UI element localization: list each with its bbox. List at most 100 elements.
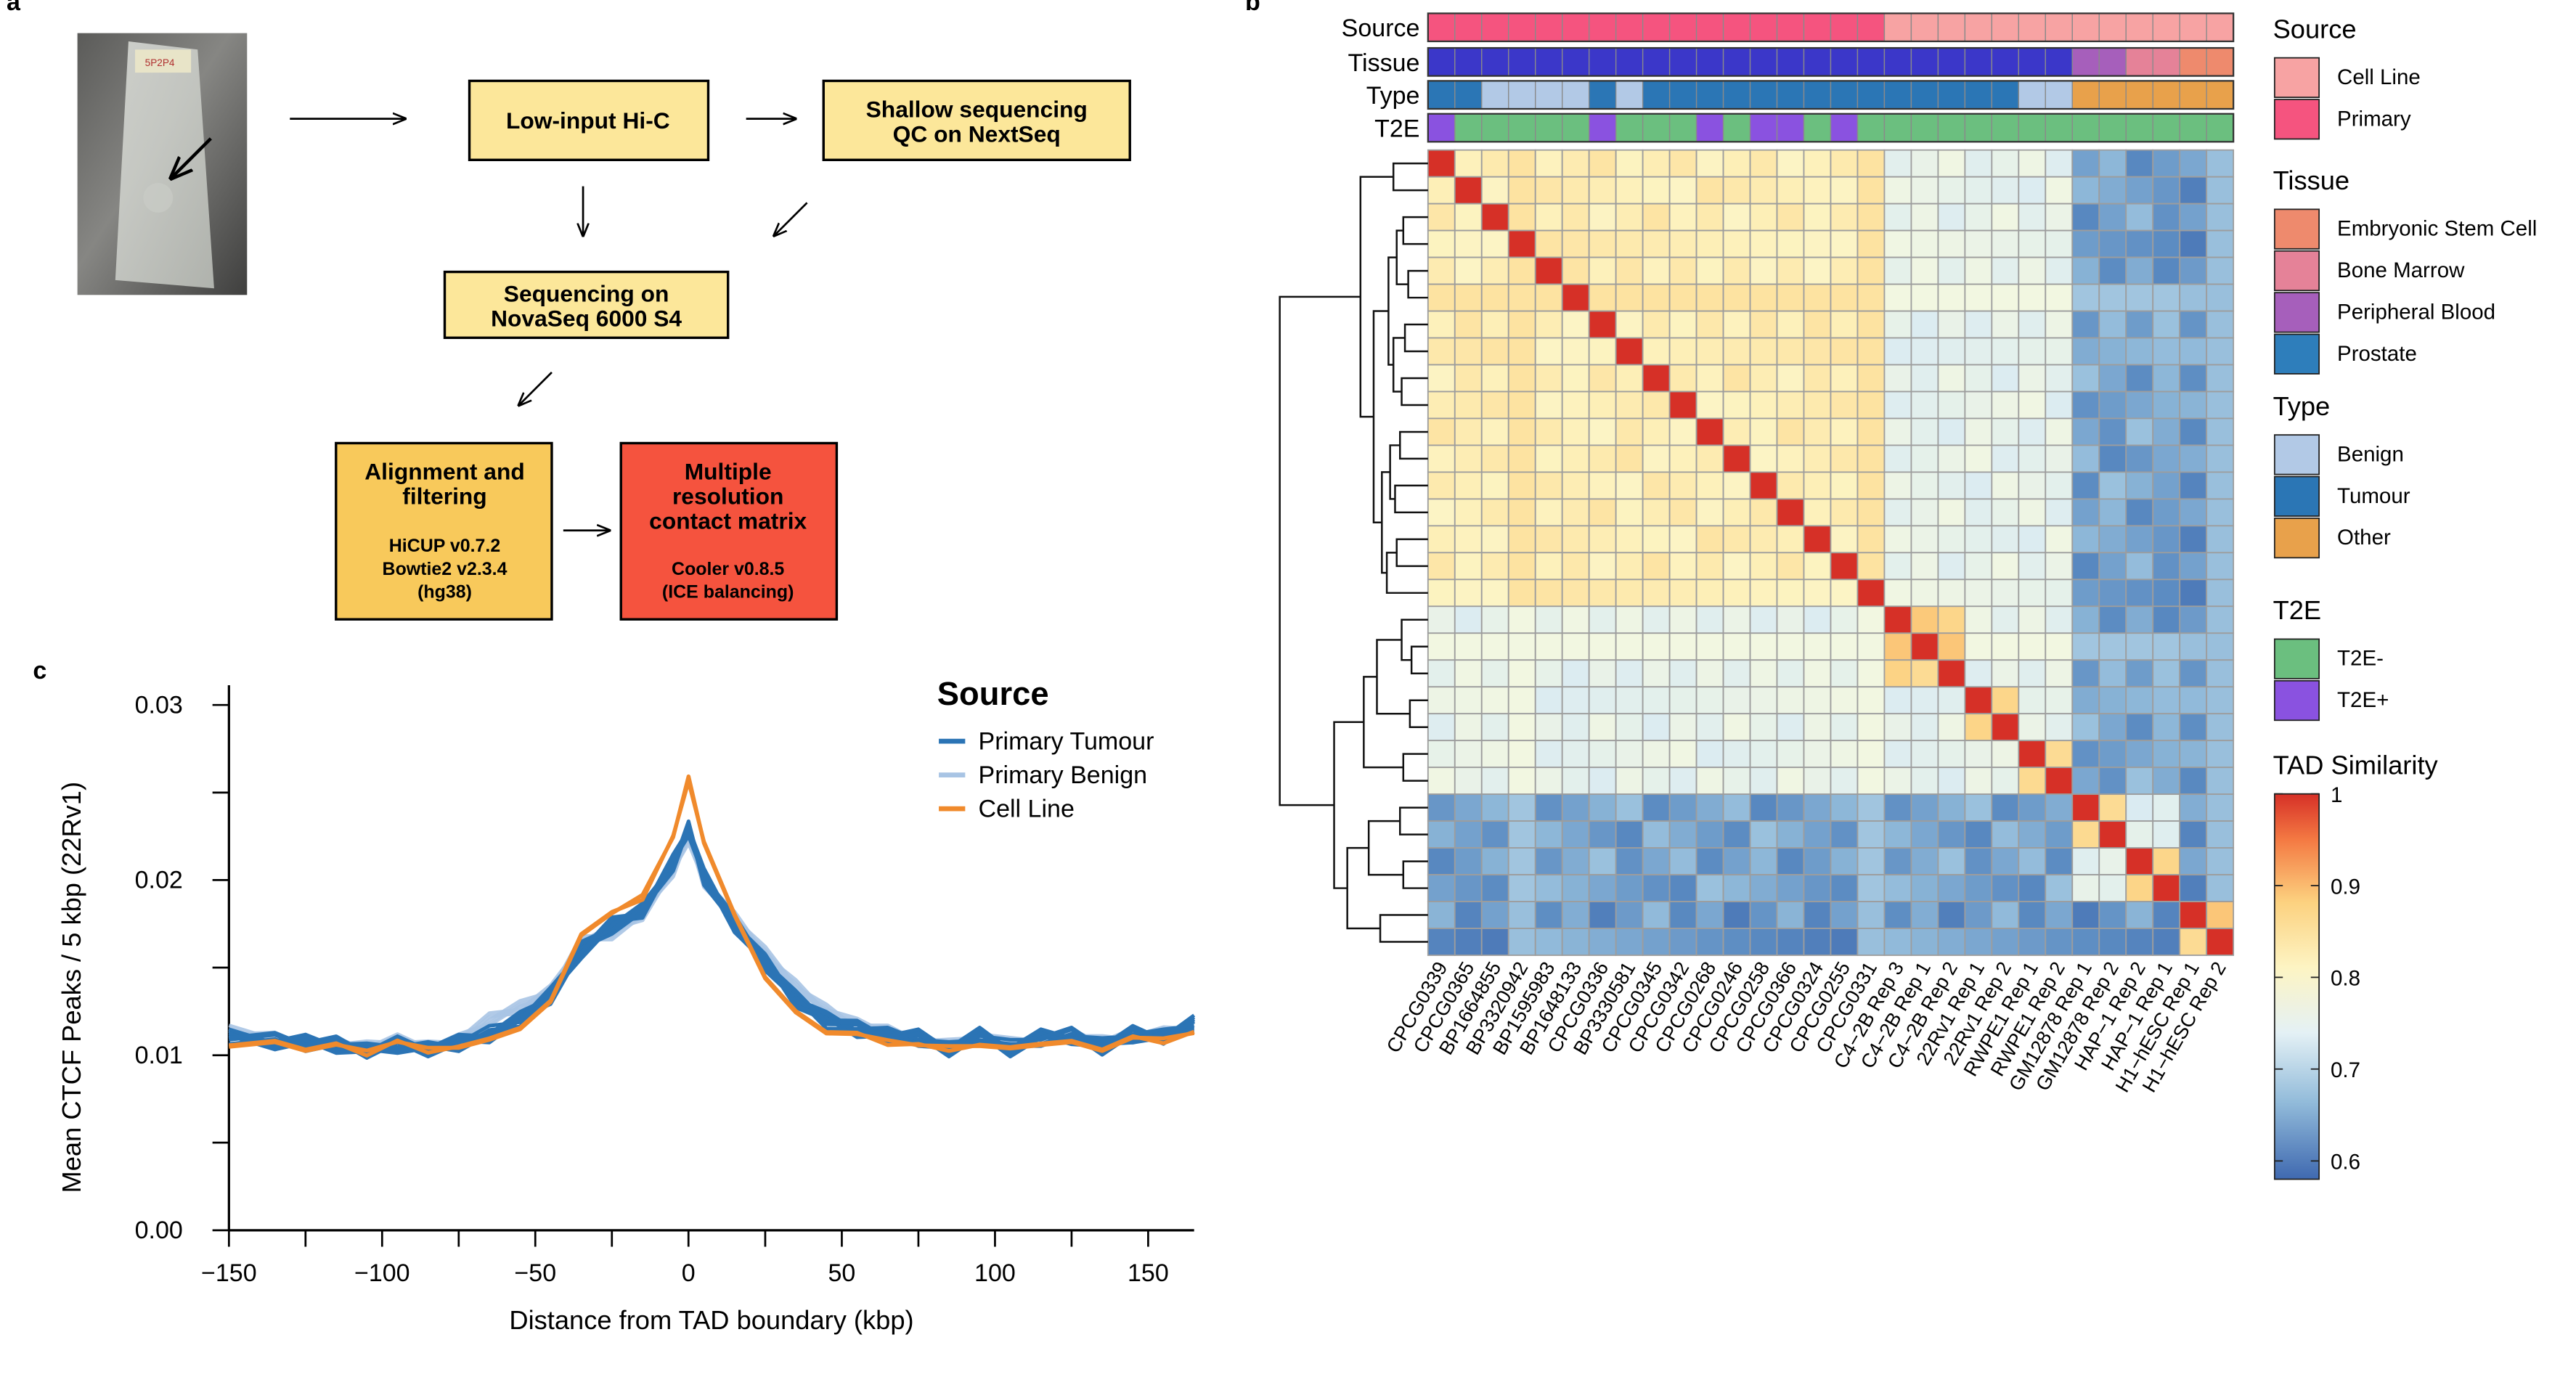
series-line-primary-tumour (228, 823, 1194, 1053)
heatmap-cell (1722, 391, 1751, 420)
x-axis-label: Distance from TAD boundary (kbp) (509, 1305, 913, 1335)
heatmap-cell (1507, 471, 1536, 500)
annotation-cell (2071, 80, 2100, 110)
annotation-cell (1668, 80, 1697, 110)
heatmap-cell (1722, 552, 1751, 581)
heatmap-cell (1776, 229, 1805, 258)
heatmap-cell (2206, 632, 2235, 661)
heatmap-cell (2206, 659, 2235, 688)
heatmap-cell (2045, 767, 2074, 796)
heatmap-cell (1695, 391, 1724, 420)
heatmap-cell (1561, 740, 1590, 769)
heatmap-cell (2045, 203, 2074, 232)
heatmap-cell (2098, 874, 2127, 902)
heatmap-cell (1480, 364, 1509, 393)
heatmap-cell (1642, 874, 1671, 902)
heatmap-cell (2206, 713, 2235, 742)
heatmap-cell (1856, 713, 1886, 742)
heatmap-cell (2018, 256, 2047, 285)
heatmap-cell (1883, 283, 1912, 312)
annotation-label: T2E (1374, 115, 1419, 143)
heatmap-cell (1615, 740, 1644, 769)
heatmap-cell (2125, 203, 2154, 232)
heatmap-cell (1722, 847, 1751, 875)
legend-label: Embryonic Stem Cell (2337, 217, 2537, 241)
heatmap-cell (1749, 686, 1778, 715)
heatmap-cell (1588, 229, 1617, 258)
annotation-cell (2125, 12, 2153, 42)
heatmap-cell (1534, 310, 1563, 339)
heatmap-cell (2206, 471, 2235, 500)
heatmap-cell (1668, 767, 1697, 796)
heatmap-cell (1695, 605, 1724, 634)
annotation-cell (1562, 80, 1590, 110)
heatmap-cell (1937, 820, 1966, 849)
heatmap-cell (1534, 364, 1563, 393)
annotation-cell (1589, 47, 1617, 77)
heatmap-cell (1722, 659, 1751, 688)
heatmap-cell (2206, 740, 2235, 769)
heatmap-cell (1480, 149, 1509, 178)
heatmap-cell (1695, 686, 1724, 715)
heatmap-cell (2045, 256, 2074, 285)
heatmap-cell (1534, 417, 1563, 446)
heatmap-cell (2071, 176, 2100, 205)
heatmap-cell (1991, 229, 2020, 258)
heatmap-cell (1722, 149, 1751, 178)
heatmap-cell (2179, 928, 2208, 956)
box-alignment-line1: Alignment and (364, 458, 524, 484)
annotation-cell (1562, 47, 1590, 77)
annotation-cell (1991, 47, 2020, 77)
heatmap-cell (1856, 740, 1886, 769)
heatmap-cell (1642, 149, 1671, 178)
heatmap-cell (2018, 444, 2047, 473)
heatmap-cell (1991, 713, 2020, 742)
legend-t2e-title: T2E (2273, 595, 2322, 625)
heatmap-cell (2206, 256, 2235, 285)
heatmap-cell (2098, 176, 2127, 205)
heatmap-cell (1427, 364, 1456, 393)
heatmap-cell (1695, 740, 1724, 769)
heatmap-cell (1749, 229, 1778, 258)
heatmap-cell (1991, 740, 2020, 769)
heatmap-cell (1830, 847, 1859, 875)
heatmap-cell (1856, 686, 1886, 715)
heatmap-cell (1615, 149, 1644, 178)
heatmap-cell (2179, 444, 2208, 473)
heatmap-cell (1830, 552, 1859, 581)
sample-labels: CPCG0339CPCG0365BP1664855BP3320942BP1595… (1382, 957, 2230, 1095)
heatmap-cell (1561, 605, 1590, 634)
heatmap-cell (1668, 928, 1697, 956)
heatmap-cell (1937, 364, 1966, 393)
heatmap-cell (2098, 552, 2127, 581)
heatmap-cell (1534, 686, 1563, 715)
heatmap-cell (1830, 310, 1859, 339)
heatmap-cell (1668, 632, 1697, 661)
heatmap-cell (1588, 391, 1617, 420)
annotation-cell (2125, 80, 2153, 110)
heatmap-cell (2179, 203, 2208, 232)
annotation-cell (2045, 12, 2073, 42)
dendrogram-branch (1403, 323, 1428, 353)
heatmap-cell (1668, 444, 1697, 473)
heatmap-cell (1695, 149, 1724, 178)
heatmap-cell (1964, 256, 1993, 285)
annotation-cell (1749, 113, 1778, 143)
heatmap-cell (1991, 605, 2020, 634)
heatmap-cell (1454, 417, 1483, 446)
dendrogram-branch (1385, 552, 1428, 594)
legend-label: T2E+ (2337, 688, 2389, 712)
heatmap-cell (1427, 229, 1456, 258)
heatmap-cell (1749, 632, 1778, 661)
heatmap-cell (2179, 847, 2208, 875)
heatmap-cell (2071, 659, 2100, 688)
heatmap-cell (1588, 283, 1617, 312)
heatmap-cell (1507, 767, 1536, 796)
heatmap-cell (1830, 901, 1859, 929)
heatmap-cell (2125, 820, 2154, 849)
heatmap-cell (1427, 149, 1456, 178)
heatmap-cell (1534, 740, 1563, 769)
heatmap-cell (1695, 203, 1724, 232)
ctcf-line-chart: 0.00 0.01 0.02 0.03 −150 −100 −50 0 50 100 150 Dist… (57, 675, 1196, 1335)
heatmap-cell (2179, 659, 2208, 688)
